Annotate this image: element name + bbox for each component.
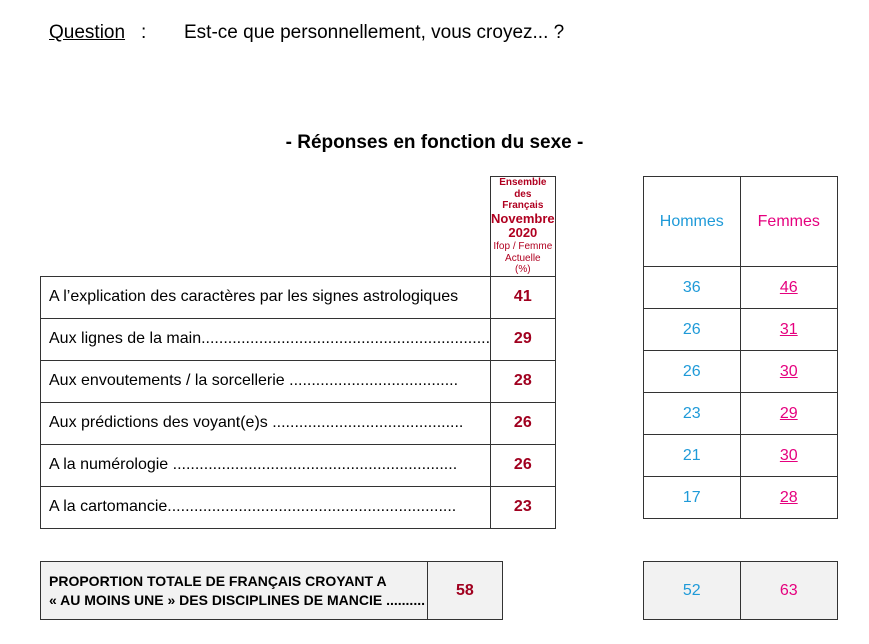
- table-subtitle: - Réponses en fonction du sexe -: [285, 132, 584, 153]
- total-hommes-value: 52: [643, 561, 741, 620]
- question-colon: :: [141, 22, 147, 43]
- row-label: Aux lignes de la main...................…: [39, 317, 492, 361]
- table-row: 23 29: [643, 392, 839, 435]
- question-label: Question: [49, 22, 126, 43]
- ensemble-header: Ensemble des Français Novembre 2020 Ifop…: [490, 176, 556, 277]
- row-hommes-value: 26: [643, 350, 741, 393]
- table-row: 17 28: [643, 476, 839, 519]
- total-label-line2: « AU MOINS UNE » DES DISCIPLINES DE MANC…: [49, 591, 425, 608]
- table-row: 26 31: [643, 308, 839, 351]
- row-hommes-value: 17: [643, 476, 741, 519]
- question-text: Est-ce que personnellement, vous croyez.…: [184, 22, 565, 43]
- row-label: Aux envoutements / la sorcellerie ......…: [39, 359, 492, 403]
- table-row: 26 30: [643, 350, 839, 393]
- row-femmes-value: 31: [739, 308, 839, 351]
- table-row: 21 30: [643, 434, 839, 477]
- ensemble-header-source: Ifop / Femme Actuelle: [493, 241, 553, 264]
- row-femmes-value: 29: [739, 392, 839, 435]
- row-ensemble-value: 41: [490, 275, 556, 319]
- row-ensemble-value: 23: [490, 485, 556, 529]
- table-row: 36 46: [643, 266, 839, 309]
- row-label: A l’explication des caractères par les s…: [39, 275, 492, 319]
- row-ensemble-value: 26: [490, 443, 556, 487]
- table-row: Aux envoutements / la sorcellerie ......…: [39, 359, 556, 403]
- row-femmes-value: 30: [739, 434, 839, 477]
- hommes-header: Hommes: [643, 176, 741, 267]
- results-table-sexe: Hommes Femmes 36 46 26 31 26 30 23 29 21…: [643, 176, 839, 519]
- ensemble-header-unit: (%): [515, 264, 531, 276]
- total-row: 52 63: [643, 561, 838, 620]
- row-ensemble-value: 29: [490, 317, 556, 361]
- total-table-ensemble: PROPORTION TOTALE DE FRANÇAIS CROYANT A …: [40, 561, 504, 620]
- row-ensemble-value: 26: [490, 401, 556, 445]
- total-label-line1: PROPORTION TOTALE DE FRANÇAIS CROYANT A: [49, 572, 387, 589]
- row-label: Aux prédictions des voyant(e)s .........…: [39, 401, 492, 445]
- ensemble-header-line1: Ensemble des: [499, 177, 547, 200]
- row-hommes-value: 36: [643, 266, 741, 309]
- total-ensemble-value: 58: [426, 561, 504, 620]
- table-row: A la numérologie .......................…: [39, 443, 556, 487]
- row-hommes-value: 26: [643, 308, 741, 351]
- ensemble-header-line2: Français: [502, 200, 544, 211]
- total-row: PROPORTION TOTALE DE FRANÇAIS CROYANT A …: [40, 561, 504, 620]
- row-hommes-value: 23: [643, 392, 741, 435]
- total-table-sexe: 52 63: [643, 561, 838, 620]
- femmes-header: Femmes: [739, 176, 839, 267]
- row-label: A la cartomancie........................…: [39, 485, 492, 529]
- table-row: A l’explication des caractères par les s…: [39, 275, 556, 319]
- table-row: Aux lignes de la main...................…: [39, 317, 556, 361]
- row-hommes-value: 21: [643, 434, 741, 477]
- row-label: A la numérologie .......................…: [39, 443, 492, 487]
- table-row: A la cartomancie........................…: [39, 485, 556, 529]
- row-femmes-value: 46: [739, 266, 839, 309]
- row-femmes-value: 28: [739, 476, 839, 519]
- row-ensemble-value: 28: [490, 359, 556, 403]
- row-femmes-value: 30: [739, 350, 839, 393]
- table-row: Aux prédictions des voyant(e)s .........…: [39, 401, 556, 445]
- total-femmes-value: 63: [739, 561, 838, 620]
- results-table-ensemble: Ensemble des Français Novembre 2020 Ifop…: [39, 176, 556, 529]
- total-label: PROPORTION TOTALE DE FRANÇAIS CROYANT A …: [40, 561, 428, 620]
- ensemble-header-date: Novembre 2020: [491, 210, 555, 241]
